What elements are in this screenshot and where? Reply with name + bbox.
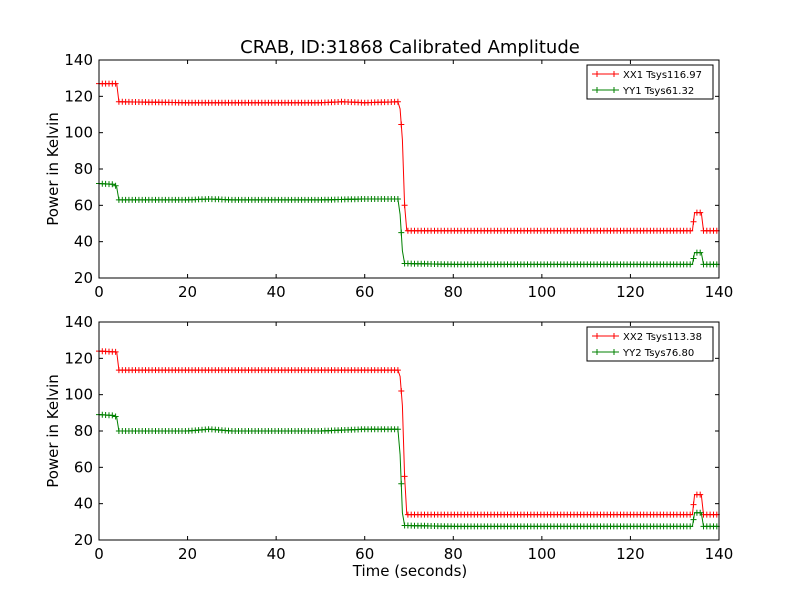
data-point <box>112 413 119 420</box>
top-y-axis-label: Power in Kelvin <box>44 112 62 226</box>
top-y-tick-label: 100 <box>64 124 93 142</box>
legend-label: XX2 Tsys113.38 <box>623 332 702 343</box>
legend-label: YY2 Tsys76.80 <box>622 348 694 359</box>
top-x-tick-label: 100 <box>528 283 557 301</box>
top-y-tick-label: 120 <box>64 87 93 105</box>
data-point <box>690 516 697 523</box>
data-point <box>401 473 408 480</box>
bottom-y-tick-label: 80 <box>74 422 93 440</box>
data-point <box>398 480 405 487</box>
bottom-y-axis-label: Power in Kelvin <box>44 374 62 488</box>
top-y-tick-label: 20 <box>74 269 93 287</box>
bottom-x-tick-label: 100 <box>528 545 557 563</box>
data-point <box>394 196 401 202</box>
bottom-x-tick-label: 40 <box>267 545 286 563</box>
legend-marker <box>594 87 617 93</box>
bottom-x-tick-label: 60 <box>355 545 374 563</box>
top-legend: XX1 Tsys116.97 YY1 Tsys61.32 <box>586 64 714 100</box>
top-x-tick-label: 80 <box>444 283 463 301</box>
data-point <box>112 348 119 355</box>
data-point <box>690 501 697 508</box>
top-series-markers-2 <box>96 180 720 268</box>
bottom-y-tick-label: 20 <box>74 531 93 549</box>
bottom-x-tick-label: 80 <box>444 545 463 563</box>
bottom-y-tick-label: 120 <box>64 349 93 367</box>
data-point <box>398 388 405 394</box>
top-legend-box <box>586 64 714 100</box>
legend-label: XX1 Tsys116.97 <box>623 70 702 81</box>
data-point <box>697 249 704 256</box>
data-point <box>112 80 119 87</box>
data-point <box>697 209 704 216</box>
bottom-x-tick-label: 0 <box>94 545 104 563</box>
top-y-tick-label: 140 <box>64 51 93 69</box>
bottom-x-tick-label: 140 <box>705 545 734 563</box>
bottom-y-tick-label: 60 <box>74 458 93 476</box>
top-y-tick-label: 40 <box>74 233 93 251</box>
bottom-series-markers-1 <box>96 348 720 518</box>
legend-marker <box>594 333 617 339</box>
top-x-tick-label: 140 <box>705 283 734 301</box>
bottom-legend-box <box>586 326 714 362</box>
top-x-tick-label: 20 <box>178 283 197 301</box>
top-x-tick-label: 60 <box>355 283 374 301</box>
data-point <box>398 121 405 128</box>
bottom-series-markers-2 <box>96 411 720 530</box>
bottom-x-tick-label: 20 <box>178 545 197 563</box>
data-point <box>687 523 694 530</box>
data-point <box>394 426 401 433</box>
bottom-y-tick-label: 100 <box>64 386 93 404</box>
data-point <box>401 202 408 209</box>
legend-label: YY1 Tsys61.32 <box>622 86 694 97</box>
bottom-x-tick-label: 120 <box>616 545 645 563</box>
top-series-markers-1 <box>96 80 720 234</box>
data-point <box>398 229 405 236</box>
data-point <box>690 218 697 225</box>
top-x-tick-label: 40 <box>267 283 286 301</box>
data-point <box>109 412 116 419</box>
x-axis-label: Time (seconds) <box>352 562 468 580</box>
data-point <box>109 181 116 188</box>
legend-marker <box>594 71 617 77</box>
data-point <box>112 182 119 189</box>
data-point <box>394 367 401 374</box>
top-y-tick-label: 80 <box>74 160 93 178</box>
chart-title: CRAB, ID:31868 Calibrated Amplitude <box>240 37 580 58</box>
data-point <box>697 509 704 516</box>
data-point <box>687 227 694 234</box>
legend-marker <box>594 349 617 355</box>
top-x-tick-label: 120 <box>616 283 645 301</box>
data-point <box>687 261 694 268</box>
top-x-tick-label: 0 <box>94 283 104 301</box>
bottom-y-tick-label: 40 <box>74 495 93 513</box>
data-point <box>697 491 704 498</box>
bottom-y-tick-label: 140 <box>64 313 93 331</box>
data-point <box>394 98 401 105</box>
data-point <box>690 255 697 262</box>
top-y-tick-label: 60 <box>74 196 93 214</box>
bottom-legend: XX2 Tsys113.38 YY2 Tsys76.80 <box>586 326 714 362</box>
data-point <box>687 511 694 518</box>
